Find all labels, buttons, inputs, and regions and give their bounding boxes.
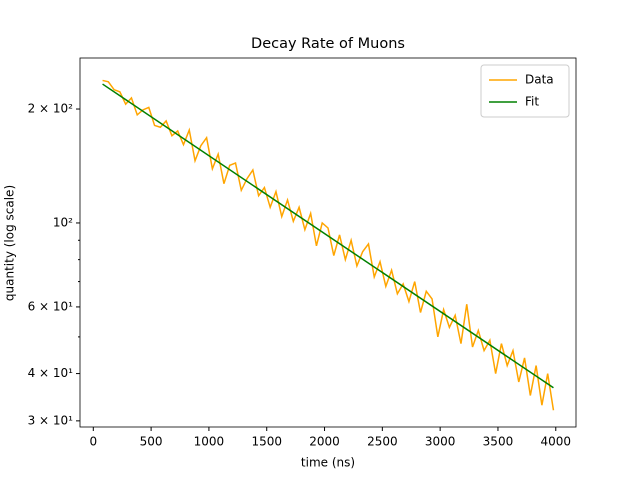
- chart-title: Decay Rate of Muons: [251, 36, 405, 52]
- x-tick-label: 1000: [194, 435, 225, 449]
- y-tick-label: 3 × 10¹: [28, 413, 74, 427]
- x-tick-label: 0: [89, 435, 97, 449]
- y-tick-label: 6 × 10¹: [28, 299, 74, 313]
- plot-frame: [79, 57, 577, 428]
- y-tick-label: 4 × 10¹: [28, 366, 74, 380]
- y-tick-label: 2 × 10²: [28, 102, 74, 116]
- x-tick-label: 1500: [251, 435, 282, 449]
- x-axis-label: time (ns): [301, 456, 355, 470]
- x-tick-label: 2500: [367, 435, 398, 449]
- x-tick-label: 3000: [425, 435, 456, 449]
- x-tick-label: 500: [140, 435, 163, 449]
- x-tick-label: 4000: [540, 435, 571, 449]
- data-line: [102, 79, 555, 411]
- x-tick-label: 2000: [309, 435, 340, 449]
- y-tick-label: 10²: [53, 215, 73, 229]
- x-tick-label: 3500: [483, 435, 514, 449]
- legend-box: [480, 64, 570, 118]
- legend-label: Data: [525, 73, 554, 87]
- data-line: [102, 83, 554, 389]
- legend-label: Fit: [525, 95, 539, 109]
- y-axis-label: quantity (log scale): [3, 185, 17, 301]
